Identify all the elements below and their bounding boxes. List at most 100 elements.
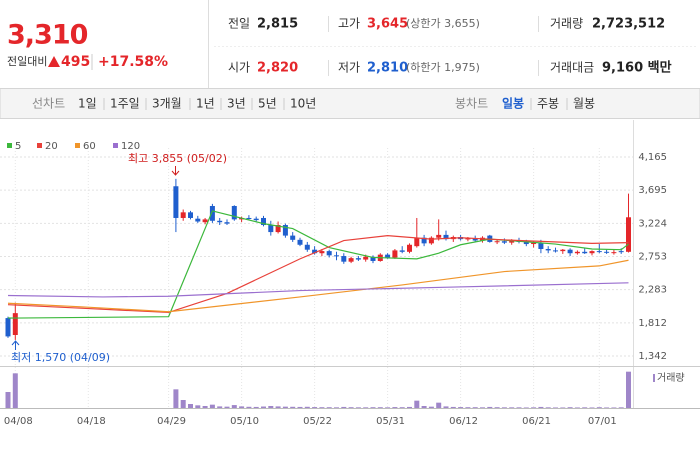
volume-bar bbox=[472, 407, 478, 408]
candle-body bbox=[443, 234, 449, 240]
candle-body bbox=[545, 248, 551, 251]
tab[interactable]: 월봉 bbox=[573, 97, 595, 111]
volume-bar bbox=[465, 407, 471, 408]
volume-bar bbox=[604, 407, 610, 408]
volume-bar bbox=[231, 405, 237, 408]
volume-bar bbox=[239, 406, 245, 408]
tab[interactable]: 5년 bbox=[258, 97, 277, 111]
volume-bar bbox=[209, 404, 215, 408]
candle-body bbox=[494, 241, 500, 243]
cell-sub: (상한가 3,655) bbox=[406, 17, 480, 30]
candle-body bbox=[596, 251, 602, 253]
x-tick-label: 05/10 bbox=[230, 416, 259, 427]
candle-body bbox=[560, 249, 566, 252]
chart: 4,165 3,695 3,224 2,753 2,283 1,812 1,342 04/08… bbox=[0, 141, 685, 427]
annotation-low: 최저 1,570 (04/09) bbox=[11, 351, 110, 364]
tab[interactable]: 1주일 bbox=[110, 97, 140, 111]
tab[interactable]: 10년 bbox=[290, 97, 316, 111]
candle-body bbox=[509, 240, 515, 243]
volume-bar bbox=[282, 406, 288, 408]
volume-bar bbox=[297, 406, 303, 408]
price: 3,310 bbox=[7, 20, 88, 51]
candle-body bbox=[567, 249, 573, 254]
candle-body bbox=[195, 218, 201, 222]
cell-label: 고가 bbox=[338, 17, 360, 31]
volume-bar bbox=[334, 407, 339, 408]
candle-body bbox=[363, 256, 369, 260]
x-tick-label: 05/31 bbox=[376, 416, 405, 427]
tab[interactable]: 3개월 bbox=[152, 97, 182, 111]
tab[interactable]: 주봉 bbox=[537, 97, 559, 111]
volume-bar bbox=[385, 407, 391, 408]
candle-body bbox=[297, 239, 303, 245]
candle-body bbox=[180, 212, 186, 218]
volume-bar bbox=[545, 407, 551, 408]
volume-bar bbox=[188, 404, 193, 408]
candle-body bbox=[5, 318, 11, 337]
volume-bar bbox=[253, 406, 259, 408]
candle-body bbox=[268, 225, 274, 233]
volume-bar bbox=[567, 407, 573, 408]
candle-body bbox=[370, 256, 376, 261]
candle-body bbox=[626, 217, 631, 252]
candle-body bbox=[282, 225, 288, 236]
volume-bar bbox=[582, 407, 588, 408]
volume-bar bbox=[626, 371, 631, 408]
legend-label: 5 bbox=[15, 141, 21, 152]
volume-bar bbox=[261, 406, 266, 408]
y-tick-label: 4,165 bbox=[638, 152, 667, 163]
cell-sub: (하한가 1,975) bbox=[406, 60, 480, 74]
tab-title: 봉차트 bbox=[455, 97, 488, 111]
volume-bar bbox=[326, 407, 332, 408]
candle-body bbox=[538, 242, 544, 249]
tab[interactable]: 1일 bbox=[78, 97, 97, 111]
change: 495 bbox=[61, 54, 90, 70]
volume-bar bbox=[363, 407, 369, 408]
volume-bar bbox=[312, 407, 318, 408]
volume-bar bbox=[560, 407, 566, 408]
tab[interactable]: 1년 bbox=[196, 97, 215, 111]
candle-body bbox=[355, 258, 361, 260]
volume-bar bbox=[516, 407, 522, 408]
volume-bar bbox=[224, 406, 230, 408]
volume-bar bbox=[443, 406, 449, 408]
change-pct: +17.58% bbox=[98, 54, 168, 70]
y-tick-label: 2,753 bbox=[638, 252, 667, 263]
change-label: 전일대비 bbox=[7, 54, 47, 68]
candle-body bbox=[531, 242, 537, 245]
candle-body bbox=[501, 241, 507, 243]
candle-body bbox=[275, 225, 281, 233]
volume-bar bbox=[304, 406, 310, 408]
x-tick-label: 04/18 bbox=[77, 416, 106, 427]
volume-bar bbox=[370, 407, 376, 408]
candle-body bbox=[472, 238, 478, 241]
volume-bar bbox=[538, 406, 544, 408]
y-tick-label: 3,695 bbox=[638, 185, 667, 196]
x-tick-label: 05/22 bbox=[303, 416, 332, 427]
moving-average-line bbox=[7, 259, 629, 313]
volume-bar bbox=[553, 407, 558, 408]
tabs: 선차트 1일 1주일 3개월 1년 3년 5년 10년 봉차트 일봉 주봉 월봉 bbox=[32, 97, 595, 111]
volume-bar bbox=[341, 406, 347, 408]
candle-body bbox=[261, 217, 266, 226]
moving-average-line bbox=[7, 282, 629, 298]
cell-value: 3,645 bbox=[367, 17, 408, 32]
y-tick-label: 2,283 bbox=[638, 285, 667, 296]
volume-legend-swatch bbox=[653, 374, 655, 382]
volume-bar bbox=[290, 406, 296, 408]
tab[interactable]: 일봉 bbox=[502, 97, 524, 111]
candle-body bbox=[582, 251, 588, 254]
candle-body bbox=[319, 251, 325, 254]
y-tick-label: 3,224 bbox=[638, 218, 667, 229]
cell-value: 2,815 bbox=[257, 17, 298, 32]
volume-label: 거래량 bbox=[657, 372, 685, 384]
volume-bar bbox=[319, 407, 325, 408]
volume-bar bbox=[268, 406, 274, 408]
volume-bar bbox=[275, 406, 281, 408]
tab[interactable]: 3년 bbox=[227, 97, 246, 111]
legend-swatch bbox=[37, 143, 42, 148]
annotation-high: 최고 3,855 (05/02) bbox=[128, 152, 227, 165]
volume-bar bbox=[12, 373, 18, 408]
candle-body bbox=[428, 237, 434, 244]
